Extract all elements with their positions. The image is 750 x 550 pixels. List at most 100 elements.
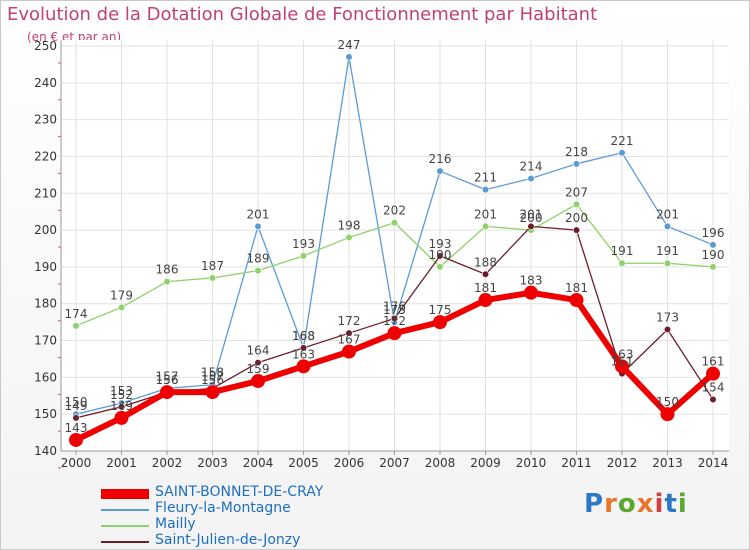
x-tick-label: 2014 (698, 456, 729, 470)
data-point (709, 395, 717, 404)
data-label: 201 (247, 207, 270, 221)
data-label: 156 (156, 373, 179, 387)
data-point (345, 329, 353, 337)
data-point (572, 226, 581, 234)
data-label: 153 (110, 384, 133, 398)
data-point (345, 233, 353, 242)
data-label: 198 (338, 218, 361, 232)
data-point (478, 293, 493, 308)
data-label: 172 (383, 314, 406, 328)
data-label: 201 (520, 207, 543, 221)
data-label: 159 (247, 362, 270, 376)
y-tick-label: 220 (34, 149, 57, 163)
x-tick-label: 2010 (516, 456, 547, 470)
data-point (436, 167, 444, 175)
data-label: 187 (201, 259, 224, 273)
x-tick-label: 2013 (652, 456, 683, 470)
data-label: 181 (565, 281, 588, 295)
data-point (69, 432, 83, 447)
logo-letter: P (584, 489, 605, 519)
y-tick-label: 150 (34, 407, 57, 421)
data-point (481, 185, 490, 194)
x-tick-label: 2006 (334, 456, 365, 470)
data-point (254, 222, 262, 231)
data-label: 207 (565, 185, 588, 199)
data-point (299, 344, 308, 352)
data-point (618, 149, 626, 157)
data-point (208, 274, 217, 282)
x-tick-label: 2007 (379, 456, 410, 470)
data-label: 150 (65, 395, 88, 409)
data-label: 216 (429, 152, 452, 166)
data-point (569, 293, 584, 308)
data-point (299, 252, 308, 260)
y-tick-label: 230 (34, 113, 57, 127)
line-chart: 140 150 160 170 180 190 200 210 220 230 240 250 2000… (34, 38, 729, 470)
data-label: 190 (702, 248, 725, 262)
data-point (436, 263, 444, 271)
legend-label: SAINT-BONNET-DE-CRAY (155, 484, 324, 500)
data-point (572, 200, 581, 208)
data-label: 179 (110, 288, 133, 302)
data-label: 193 (292, 237, 315, 251)
logo-letter: r (604, 489, 618, 519)
data-label: 152 (110, 388, 133, 402)
data-label: 174 (65, 307, 88, 321)
data-point (663, 325, 672, 334)
data-label: 161 (702, 355, 725, 369)
x-tick-label: 2003 (197, 456, 228, 470)
data-point (481, 222, 490, 231)
data-label: 164 (247, 344, 270, 358)
data-label: 191 (656, 244, 679, 258)
y-tick-label: 190 (34, 260, 57, 274)
data-label: 221 (611, 134, 634, 148)
data-point (72, 414, 80, 422)
data-point (663, 222, 672, 231)
data-point (117, 403, 126, 411)
legend-label: Saint-Julien-de-Jonzy (155, 532, 301, 548)
legend-label: Fleury-la-Montagne (155, 500, 291, 516)
data-label: 150 (656, 395, 679, 409)
logo-letter: x (636, 489, 655, 519)
data-point (706, 366, 720, 381)
data-point (663, 259, 672, 267)
data-point (117, 303, 126, 312)
data-label: 168 (292, 329, 315, 343)
data-point (709, 241, 717, 249)
data-label: 190 (429, 248, 452, 262)
data-label: 191 (611, 244, 634, 258)
data-label: 201 (656, 207, 679, 221)
logo-letter: i (654, 489, 665, 519)
data-point (72, 322, 80, 330)
data-point (709, 263, 717, 271)
data-label: 188 (474, 255, 497, 269)
data-label: 156 (201, 373, 224, 387)
x-tick-label: 2009 (470, 456, 501, 470)
data-label: 202 (383, 204, 406, 218)
data-point (618, 259, 626, 267)
data-label: 156 (156, 373, 179, 387)
y-tick-label: 240 (34, 76, 57, 90)
data-label: 157 (201, 369, 224, 383)
logo-letter: i (677, 489, 688, 519)
data-label: 200 (520, 211, 543, 225)
data-label: 247 (338, 38, 361, 52)
data-point (251, 374, 265, 389)
data-label: 154 (702, 380, 725, 394)
data-label: 183 (520, 274, 543, 288)
legend-swatch (101, 541, 149, 543)
chart-title: Evolution de la Dotation Globale de Fonc… (7, 4, 598, 25)
data-point (163, 278, 171, 286)
proxiti-logo: Proxiti (584, 489, 688, 519)
data-point (390, 219, 399, 227)
data-point (527, 174, 535, 183)
data-label: 186 (156, 263, 179, 277)
data-label: 163 (611, 347, 634, 361)
data-label: 158 (201, 366, 224, 380)
x-tick-label: 2000 (61, 456, 92, 470)
y-tick-label: 160 (34, 370, 57, 384)
data-label: 175 (429, 303, 452, 317)
data-label: 168 (292, 329, 315, 343)
data-label: 176 (383, 299, 406, 313)
